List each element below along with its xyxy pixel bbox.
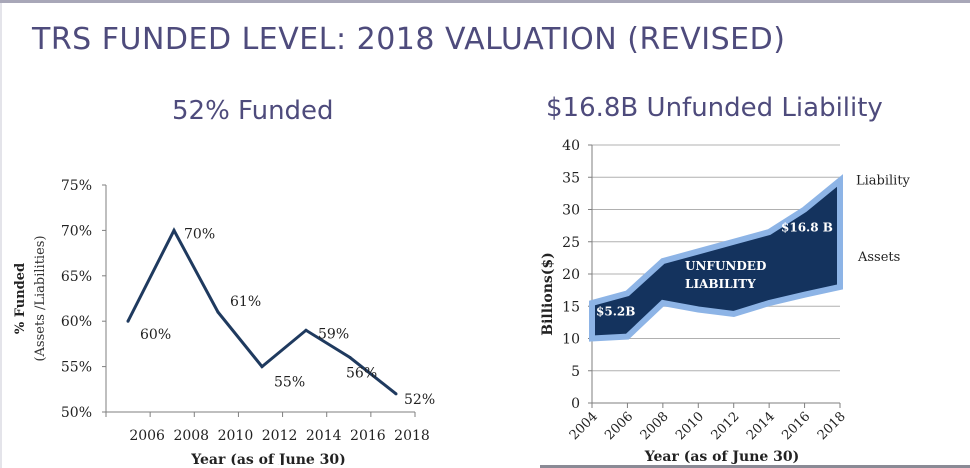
y-axis-title: % Funded <box>13 263 28 334</box>
x-tick-label: 2008 <box>173 428 209 444</box>
y-tick-label: 35 <box>562 170 580 186</box>
y-tick-label: 65% <box>61 269 92 285</box>
y-tick-label: 70% <box>61 223 92 239</box>
y-tick-label: 15 <box>562 299 580 315</box>
annotation-unfunded: UNFUNDED <box>685 259 766 273</box>
legend-liability: Liability <box>856 173 911 188</box>
data-label: 55% <box>274 375 305 391</box>
data-label: 60% <box>140 327 171 343</box>
data-point <box>216 310 220 314</box>
top-border <box>0 0 970 3</box>
x-tick-label: 2016 <box>779 409 813 443</box>
data-label: 56% <box>346 366 377 382</box>
y-tick-label: 55% <box>61 360 92 376</box>
x-tick-label: 2006 <box>602 409 636 443</box>
y-axis-subtitle: (Assets /Liabilities) <box>33 235 48 361</box>
data-label: 61% <box>230 294 261 310</box>
legend-assets: Assets <box>857 250 900 265</box>
data-label: 52% <box>404 392 435 408</box>
data-label: 59% <box>318 326 349 342</box>
data-point <box>394 392 398 396</box>
annotation-liability: LIABILITY <box>685 277 756 291</box>
annotation-start-gap: $5.2B <box>596 304 635 318</box>
x-tick-label: 2006 <box>129 428 165 444</box>
x-tick-label: 2018 <box>394 428 430 444</box>
y-tick-label: 5 <box>571 364 580 380</box>
x-tick-label: 2016 <box>350 428 386 444</box>
y-tick-label: 40 <box>562 138 580 154</box>
x-tick-label: 2008 <box>638 409 672 443</box>
x-tick-label: 2012 <box>262 428 298 444</box>
unfunded-liability-area <box>589 174 843 342</box>
y-tick-label: 30 <box>562 203 580 219</box>
data-point <box>348 356 352 360</box>
y-tick-label: 10 <box>562 332 580 348</box>
y-tick-label: 50% <box>61 405 92 421</box>
unfunded-area-chart: 0 5 10 15 20 25 30 35 40 2004 2006 2008 2010 2012 2014… <box>540 138 911 465</box>
left-border <box>0 3 2 468</box>
annotation-end-gap: $16.8 B <box>781 220 833 234</box>
y-axis-title: Billions($) <box>540 252 556 336</box>
data-point <box>260 365 264 369</box>
y-tick-label: 0 <box>571 396 580 412</box>
x-tick-label: 2014 <box>306 428 342 444</box>
right-chart-heading: $16.8B Unfunded Liability <box>546 93 883 123</box>
x-tick-label: 2018 <box>815 409 849 443</box>
y-tick-label: 75% <box>61 178 92 194</box>
left-chart-heading: 52% Funded <box>172 96 334 126</box>
x-axis-title: Year (as of June 30) <box>644 449 800 465</box>
y-tick-label: 20 <box>562 267 580 283</box>
y-tick-label: 25 <box>562 235 580 251</box>
x-tick-label: 2014 <box>744 409 778 443</box>
data-label: 70% <box>184 226 215 242</box>
data-point <box>172 228 176 232</box>
x-tick-label: 2010 <box>218 428 254 444</box>
x-tick-label: 2010 <box>673 409 707 443</box>
x-tick-label: 2012 <box>709 409 743 443</box>
data-point <box>304 328 308 332</box>
data-point <box>126 319 130 323</box>
x-tick-label: 2004 <box>567 409 601 443</box>
funded-line-chart: 50% 55% 60% 65% 70% 75% 2006 2008 2010 2012 2014 20… <box>13 178 435 465</box>
y-tick-label: 60% <box>61 314 92 330</box>
page-title: TRS FUNDED LEVEL: 2018 VALUATION (REVISE… <box>32 22 786 57</box>
x-axis-title: Year (as of June 30) <box>190 452 346 465</box>
bottom-border <box>540 465 970 468</box>
